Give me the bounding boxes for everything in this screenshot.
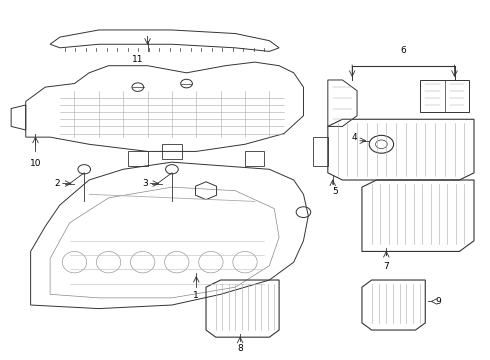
Text: 10: 10 bbox=[30, 158, 41, 167]
Text: 1: 1 bbox=[194, 291, 199, 300]
Text: 7: 7 bbox=[383, 262, 389, 271]
Text: 9: 9 bbox=[435, 297, 441, 306]
Text: 11: 11 bbox=[132, 55, 144, 64]
Text: 5: 5 bbox=[333, 187, 339, 196]
Text: 8: 8 bbox=[237, 344, 243, 353]
Text: 4: 4 bbox=[351, 132, 357, 141]
Text: 2: 2 bbox=[54, 179, 60, 188]
Text: 3: 3 bbox=[142, 179, 147, 188]
Text: 6: 6 bbox=[400, 46, 406, 55]
